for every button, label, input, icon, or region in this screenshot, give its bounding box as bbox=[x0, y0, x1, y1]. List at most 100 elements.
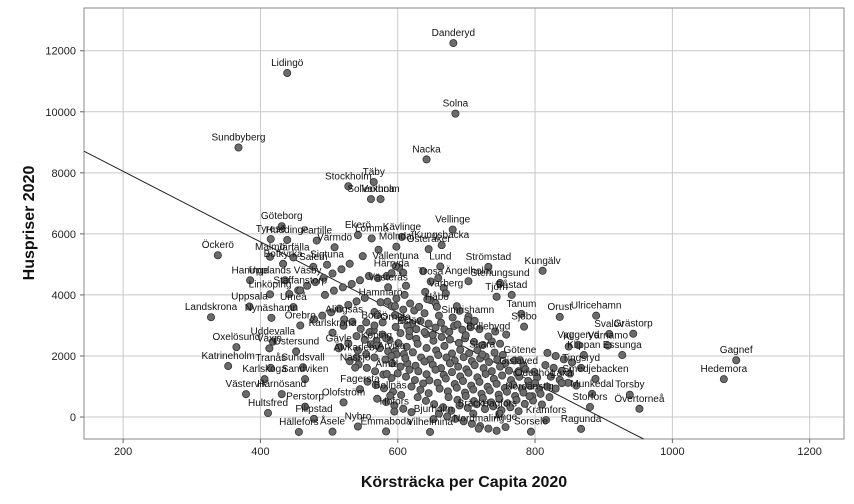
data-point-label: Torsby bbox=[615, 380, 644, 391]
data-point-label: Tingsryd bbox=[562, 353, 600, 364]
data-point bbox=[451, 414, 460, 423]
data-point bbox=[514, 407, 523, 416]
data-point bbox=[501, 423, 510, 432]
data-point bbox=[384, 283, 393, 292]
data-point bbox=[444, 393, 453, 402]
data-point bbox=[334, 344, 343, 353]
data-point bbox=[372, 341, 381, 350]
data-point-label: Tjörn bbox=[485, 282, 508, 293]
data-point bbox=[568, 358, 577, 367]
data-point bbox=[466, 323, 475, 332]
data-point-label: Hedemora bbox=[701, 364, 748, 375]
data-point bbox=[441, 289, 450, 298]
data-point bbox=[396, 329, 405, 338]
data-point bbox=[393, 369, 402, 378]
data-point bbox=[407, 408, 416, 417]
data-point-label: Emmaboda bbox=[361, 416, 413, 427]
x-tick-label: 200 bbox=[114, 446, 132, 458]
y-tick-label: 12000 bbox=[45, 46, 76, 58]
data-point-label: Uddevalla bbox=[251, 327, 296, 338]
data-point bbox=[391, 311, 400, 320]
data-point bbox=[445, 327, 454, 336]
data-point bbox=[340, 315, 349, 324]
data-point bbox=[391, 322, 400, 331]
data-point bbox=[426, 427, 435, 436]
data-point-label: Simrishamn bbox=[441, 305, 494, 316]
data-point-label: Sigtuna bbox=[310, 250, 344, 261]
data-point bbox=[370, 321, 379, 330]
data-point bbox=[422, 155, 431, 164]
data-point bbox=[469, 409, 478, 418]
data-point bbox=[353, 231, 362, 240]
data-point bbox=[353, 422, 362, 431]
data-point bbox=[234, 143, 243, 152]
data-point bbox=[485, 358, 494, 367]
data-point-label: Växjö bbox=[257, 333, 282, 344]
data-point-label: Stockholm bbox=[325, 171, 372, 182]
data-point-label: Nynäshamn bbox=[245, 303, 298, 314]
data-point-label: Perstorp bbox=[286, 392, 324, 403]
data-point bbox=[309, 315, 318, 324]
data-point bbox=[246, 276, 255, 285]
data-point bbox=[285, 290, 294, 299]
data-point bbox=[531, 379, 540, 388]
data-point bbox=[492, 426, 501, 435]
data-point-label: Svalöv bbox=[594, 319, 624, 330]
data-point-label: Sorsele bbox=[514, 417, 548, 428]
y-tick-label: 6000 bbox=[52, 229, 76, 241]
data-point-label: Tanum bbox=[506, 299, 536, 310]
data-point bbox=[448, 225, 457, 234]
data-point bbox=[485, 386, 494, 395]
data-point bbox=[592, 311, 601, 320]
data-point-label: Övertorneå bbox=[614, 393, 664, 405]
data-point-label: Sollentuna bbox=[347, 184, 395, 195]
data-point bbox=[443, 412, 452, 421]
data-point bbox=[378, 318, 387, 327]
data-point bbox=[376, 298, 385, 307]
data-point bbox=[541, 361, 550, 370]
data-point bbox=[559, 355, 568, 364]
data-point bbox=[355, 276, 364, 285]
data-point bbox=[440, 341, 449, 350]
data-point-label: Skara bbox=[469, 339, 496, 350]
data-point bbox=[525, 392, 534, 401]
data-point-label: Öckerö bbox=[202, 239, 235, 251]
data-point bbox=[437, 241, 446, 250]
data-point-label: Borås bbox=[361, 309, 387, 321]
data-point bbox=[464, 368, 473, 377]
data-point bbox=[318, 311, 327, 320]
data-point bbox=[424, 319, 433, 328]
data-point-label: Vellinge bbox=[435, 215, 470, 226]
data-point bbox=[382, 369, 391, 378]
data-point bbox=[451, 109, 460, 118]
data-point bbox=[242, 390, 251, 399]
data-point bbox=[347, 279, 356, 288]
data-point bbox=[356, 324, 365, 333]
data-point-label: Härryda bbox=[374, 258, 410, 269]
data-point bbox=[478, 340, 487, 349]
data-point bbox=[618, 351, 627, 360]
data-point-label: Sandviken bbox=[282, 364, 329, 375]
data-point bbox=[495, 409, 504, 418]
data-point-label: Partille bbox=[301, 226, 332, 237]
data-point bbox=[496, 339, 505, 348]
data-point-label: Salem bbox=[299, 252, 327, 263]
data-point bbox=[413, 393, 422, 402]
data-point bbox=[496, 362, 505, 371]
data-point bbox=[301, 375, 310, 384]
data-point-label: Göteborg bbox=[261, 211, 303, 222]
data-point-label: Hofors bbox=[380, 397, 409, 408]
data-point bbox=[416, 316, 425, 325]
data-point bbox=[360, 293, 369, 302]
data-point bbox=[421, 396, 430, 405]
data-point bbox=[382, 398, 391, 407]
data-point bbox=[281, 276, 290, 285]
data-point-label: Smedjebacken bbox=[562, 364, 628, 375]
data-point-label: Bjurholm bbox=[414, 404, 453, 415]
data-point bbox=[309, 262, 318, 271]
data-point bbox=[459, 353, 468, 362]
data-point bbox=[484, 332, 493, 341]
data-point bbox=[424, 245, 433, 254]
data-point bbox=[445, 335, 454, 344]
data-point-label: Hultsfred bbox=[248, 398, 288, 409]
